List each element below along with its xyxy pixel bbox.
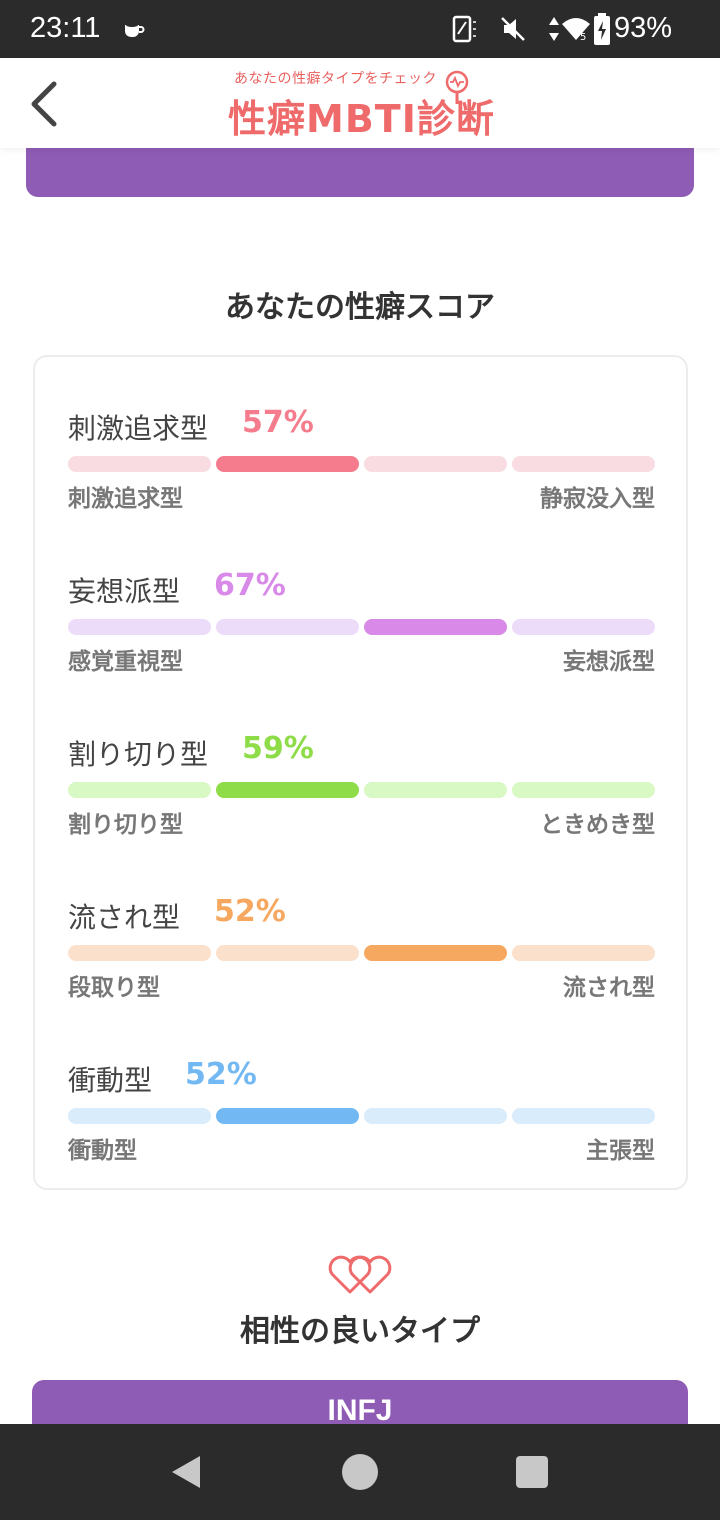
score-type-name: 流され型 bbox=[68, 901, 181, 934]
heartbeat-pin-icon bbox=[445, 70, 469, 104]
score-type-name: 刺激追求型 bbox=[68, 412, 209, 445]
score-left-label: 段取り型 bbox=[68, 975, 160, 1001]
compat-section-title: 相性の良いタイプ bbox=[240, 1314, 480, 1349]
logo-title: 性癖MBTI診断 bbox=[228, 97, 495, 141]
score-right-label: 静寂没入型 bbox=[540, 486, 655, 512]
nav-recents-icon[interactable] bbox=[516, 1456, 548, 1488]
wifi-icon: 5 bbox=[562, 18, 590, 42]
score-item: 流され型 52% 段取り型 流され型 bbox=[68, 894, 655, 1006]
score-bar-segment-active bbox=[364, 619, 507, 635]
score-left-label: 割り切り型 bbox=[68, 812, 183, 838]
score-bar-segment bbox=[68, 1108, 211, 1124]
score-percent: 67% bbox=[214, 568, 286, 603]
score-bar bbox=[68, 945, 655, 961]
score-bar-segment bbox=[364, 1108, 507, 1124]
score-right-label: 妄想派型 bbox=[563, 649, 655, 675]
score-left-label: 衝動型 bbox=[68, 1138, 137, 1164]
score-bar-segment-active bbox=[216, 456, 359, 472]
status-time: 23:11 bbox=[30, 12, 101, 44]
nav-back-icon[interactable] bbox=[170, 1454, 202, 1490]
score-bar bbox=[68, 456, 655, 472]
score-bar-segment bbox=[68, 782, 211, 798]
score-item: 刺激追求型 57% 刺激追求型 静寂没入型 bbox=[68, 405, 655, 517]
system-nav-bar bbox=[0, 1424, 720, 1520]
score-bar-segment bbox=[512, 782, 655, 798]
compat-type-label: INFJ bbox=[327, 1394, 393, 1427]
score-right-label: ときめき型 bbox=[540, 812, 655, 838]
score-right-label: 流され型 bbox=[563, 975, 655, 1001]
app-logo: あなたの性癖タイプをチェック 性癖MBTI診断 bbox=[228, 66, 498, 146]
score-bar-segment bbox=[68, 619, 211, 635]
score-card: 刺激追求型 57% 刺激追求型 静寂没入型 妄想派型 67% 感覚重視型 妄想派型 割り切り型 5… bbox=[33, 355, 688, 1190]
score-bar-segment bbox=[512, 1108, 655, 1124]
score-item: 妄想派型 67% 感覚重視型 妄想派型 bbox=[68, 568, 655, 680]
score-bar-segment-active bbox=[216, 1108, 359, 1124]
score-bar-segment bbox=[216, 945, 359, 961]
score-percent: 59% bbox=[242, 731, 314, 766]
app-header: あなたの性癖タイプをチェック 性癖MBTI診断 bbox=[0, 58, 720, 148]
battery-percent: 93% bbox=[614, 12, 673, 44]
score-bar-segment bbox=[512, 619, 655, 635]
score-bar bbox=[68, 782, 655, 798]
status-bar: 23:11 5 93% bbox=[0, 0, 720, 58]
score-bar-segment bbox=[364, 456, 507, 472]
score-item: 割り切り型 59% 割り切り型 ときめき型 bbox=[68, 731, 655, 843]
battery-charging-icon bbox=[594, 13, 610, 45]
score-bar-segment bbox=[512, 945, 655, 961]
logo-subtitle: あなたの性癖タイプをチェック bbox=[234, 71, 437, 87]
data-arrows-icon bbox=[549, 17, 559, 41]
score-left-label: 刺激追求型 bbox=[68, 486, 183, 512]
score-section-title: あなたの性癖スコア bbox=[225, 290, 495, 325]
score-type-name: 衝動型 bbox=[68, 1064, 153, 1097]
score-bar-segment bbox=[68, 456, 211, 472]
screen-rotate-icon bbox=[452, 15, 476, 43]
score-percent: 52% bbox=[214, 894, 286, 929]
score-bar bbox=[68, 619, 655, 635]
coffee-icon bbox=[125, 23, 145, 37]
vibrate-off-icon bbox=[501, 17, 525, 41]
score-left-label: 感覚重視型 bbox=[68, 649, 183, 675]
score-bar-segment bbox=[512, 456, 655, 472]
score-bar-segment-active bbox=[364, 945, 507, 961]
score-percent: 52% bbox=[185, 1057, 257, 1092]
chevron-left-icon[interactable] bbox=[26, 80, 66, 128]
nav-home-icon[interactable] bbox=[342, 1454, 378, 1490]
score-type-name: 割り切り型 bbox=[68, 738, 209, 771]
score-bar bbox=[68, 1108, 655, 1124]
svg-text:5: 5 bbox=[580, 32, 586, 42]
score-item: 衝動型 52% 衝動型 主張型 bbox=[68, 1057, 655, 1169]
score-right-label: 主張型 bbox=[586, 1138, 655, 1164]
score-percent: 57% bbox=[242, 405, 314, 440]
score-bar-segment-active bbox=[216, 782, 359, 798]
double-heart-icon bbox=[328, 1255, 392, 1294]
score-bar-segment bbox=[364, 782, 507, 798]
score-bar-segment bbox=[68, 945, 211, 961]
score-type-name: 妄想派型 bbox=[68, 575, 181, 608]
score-bar-segment bbox=[216, 619, 359, 635]
